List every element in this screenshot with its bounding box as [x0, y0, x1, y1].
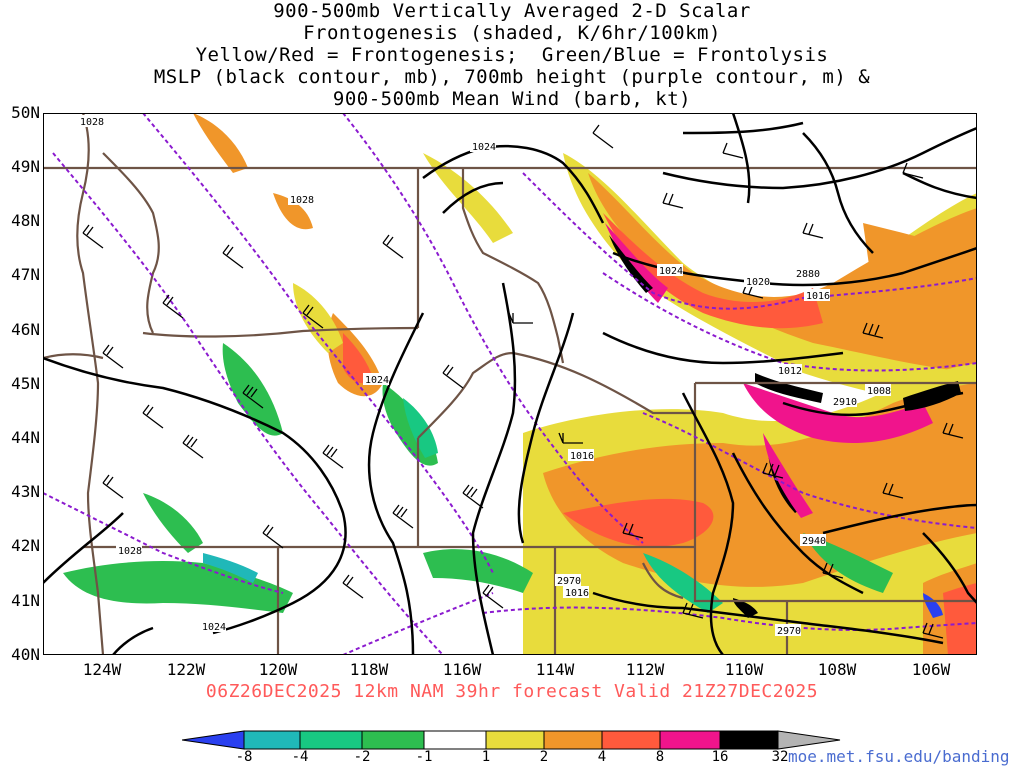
svg-text:1016: 1016: [565, 588, 589, 599]
lon-label-124w: 124W: [82, 660, 122, 679]
colorbar-bin: [299, 730, 363, 750]
colorbar-label: -4: [291, 749, 309, 765]
colorbar-bin: [243, 730, 301, 750]
svg-text:1028: 1028: [290, 195, 314, 206]
svg-text:2970: 2970: [557, 576, 581, 587]
mslp-label: 1028: [78, 115, 104, 128]
svg-text:1028: 1028: [80, 117, 104, 128]
svg-text:1024: 1024: [202, 622, 226, 633]
mslp-label: 1016: [804, 289, 830, 302]
lon-label-108w: 108W: [817, 660, 857, 679]
height-label: 2970: [775, 624, 801, 637]
colorbar-bin: [423, 730, 487, 750]
lat-label-41n: 41N: [11, 591, 40, 610]
colorbar-label: 1: [481, 749, 491, 765]
colorbar-label: -2: [353, 749, 371, 765]
svg-text:1016: 1016: [570, 451, 594, 462]
mslp-label: 1024: [657, 264, 683, 277]
svg-text:2880: 2880: [796, 269, 820, 280]
lat-label-48n: 48N: [11, 211, 40, 230]
colorbar-bin: [485, 730, 545, 750]
svg-text:1020: 1020: [746, 277, 770, 288]
svg-text:1016: 1016: [806, 291, 830, 302]
mslp-label: 1028: [116, 544, 142, 557]
title-line-1: 900-500mb Vertically Averaged 2-D Scalar: [273, 0, 751, 22]
svg-text:1008: 1008: [867, 386, 891, 397]
colorbar-label: 8: [655, 749, 665, 765]
lat-label-43n: 43N: [11, 482, 40, 501]
colorbar-bin: [361, 730, 425, 750]
colorbar-label: 4: [597, 749, 607, 765]
colorbar: [182, 730, 841, 750]
colorbar-max-arrow: [777, 730, 841, 750]
mslp-label: 1024: [470, 140, 496, 153]
svg-text:1024: 1024: [659, 266, 683, 277]
svg-text:1024: 1024: [365, 375, 389, 386]
borders: [43, 113, 977, 655]
lat-label-45n: 45N: [11, 374, 40, 393]
mslp-label: 1008: [865, 384, 891, 397]
colorbar-bin: [601, 730, 661, 750]
lon-label-116w: 116W: [442, 660, 482, 679]
height-label: 2880: [794, 267, 820, 280]
lon-label-118w: 118W: [349, 660, 389, 679]
svg-text:2940: 2940: [802, 536, 826, 547]
colorbar-label: -1: [415, 749, 433, 765]
height-label: 2970: [555, 574, 581, 587]
lon-label-122w: 122W: [166, 660, 206, 679]
svg-text:1012: 1012: [778, 366, 802, 377]
mslp-label: 1024: [200, 620, 226, 633]
height-contours: [43, 113, 977, 655]
svg-text:2970: 2970: [777, 626, 801, 637]
svg-text:2910: 2910: [833, 397, 857, 408]
height-label: 2940: [800, 534, 826, 547]
colorbar-label: 32: [771, 749, 789, 765]
title-line-3: Yellow/Red = Frontogenesis; Green/Blue =…: [195, 44, 829, 66]
colorbar-label: 16: [711, 749, 729, 765]
colorbar-label: -8: [235, 749, 253, 765]
credit-link[interactable]: moe.met.fsu.edu/banding: [788, 747, 1010, 766]
title-line-2: Frontogenesis (shaded, K/6hr/100km): [303, 22, 721, 44]
contour-labels: 1028 1024 1028 1024 1024 1020 1016 1012 …: [78, 115, 891, 637]
lat-label-42n: 42N: [11, 536, 40, 555]
mslp-label: 1016: [563, 586, 589, 599]
lat-label-47n: 47N: [11, 265, 40, 284]
svg-text:1024: 1024: [472, 142, 496, 153]
lat-label-40n: 40N: [11, 645, 40, 664]
colorbar-bin: [543, 730, 603, 750]
mslp-label: 1012: [776, 364, 802, 377]
mslp-contours: [43, 113, 977, 655]
lon-label-114w: 114W: [535, 660, 575, 679]
run-info: 06Z26DEC2025 12km NAM 39hr forecast Vali…: [205, 681, 819, 702]
frontogenesis-map: 1028 1024 1028 1024 1024 1020 1016 1012 …: [43, 113, 977, 655]
lon-label-112w: 112W: [625, 660, 665, 679]
lon-label-120w: 120W: [258, 660, 298, 679]
colorbar-min-arrow: [182, 730, 245, 750]
title-line-5: 900-500mb Mean Wind (barb, kt): [332, 88, 692, 110]
lat-label-46n: 46N: [11, 320, 40, 339]
svg-text:1028: 1028: [118, 546, 142, 557]
lon-label-110w: 110W: [724, 660, 764, 679]
mslp-label: 1016: [568, 449, 594, 462]
lat-label-44n: 44N: [11, 428, 40, 447]
mslp-label: 1024: [363, 373, 389, 386]
lat-label-50n: 50N: [11, 103, 40, 122]
wind-barbs: [82, 124, 964, 639]
mslp-label: 1020: [744, 275, 770, 288]
frontogenesis-shading: [63, 113, 977, 655]
title-line-4: MSLP (black contour, mb), 700mb height (…: [153, 66, 871, 88]
lat-label-49n: 49N: [11, 157, 40, 176]
colorbar-bin: [719, 730, 779, 750]
mslp-label: 1028: [288, 193, 314, 206]
lon-label-106w: 106W: [911, 660, 951, 679]
colorbar-bin: [659, 730, 721, 750]
height-label: 2910: [831, 395, 857, 408]
colorbar-label: 2: [539, 749, 549, 765]
